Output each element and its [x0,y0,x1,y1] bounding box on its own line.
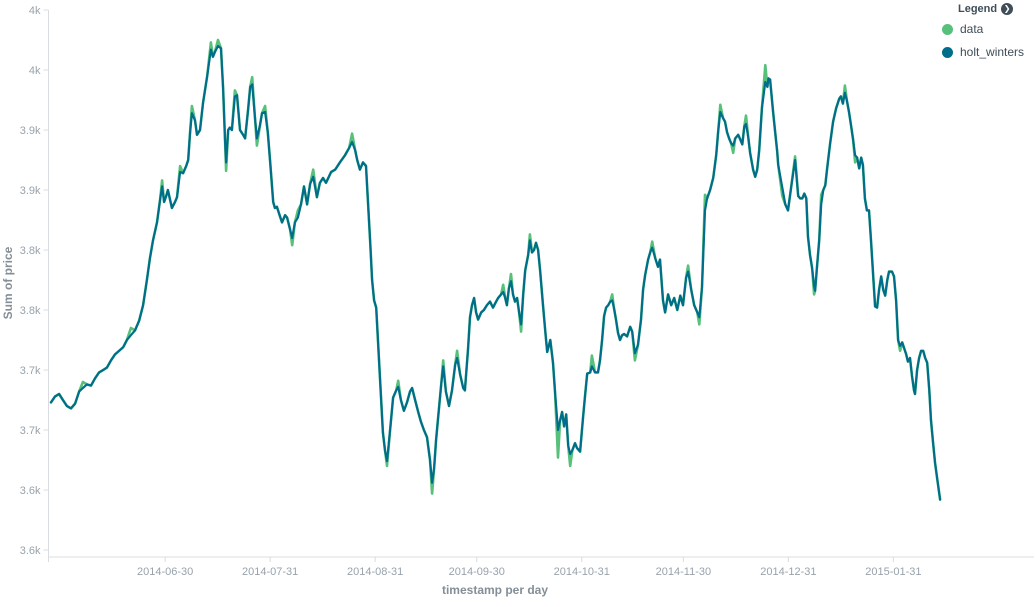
x-axis-title: timestamp per day [441,583,549,597]
series-line-data[interactable] [49,38,942,501]
legend-toggle[interactable]: Legend ❯ [942,3,1032,15]
y-tick-label: 3.6k [20,545,41,557]
y-tick-label: 4k [29,5,41,17]
x-tick-label: 2014-10-31 [554,566,610,578]
x-tick-label: 2014-11-30 [656,566,711,578]
y-tick-label: 3.9k [20,185,41,197]
y-tick-label: 3.9k [20,125,41,137]
x-tick-label: 2015-01-31 [865,566,921,578]
legend-swatch-icon [942,46,953,58]
x-tick-label: 2014-06-30 [137,566,193,578]
x-tick-label: 2014-09-30 [449,566,505,578]
legend-item-data[interactable]: data [942,22,1032,36]
y-tick-label: 3.7k [20,365,41,377]
series-line-holt_winters[interactable] [49,44,942,501]
y-axis-title: Sum of price [1,246,15,320]
legend-swatch-icon [942,23,953,35]
legend-items: data holt_winters [942,22,1032,59]
arrow-circle-right-icon[interactable]: ❯ [1001,3,1014,15]
legend-item-holt_winters[interactable]: holt_winters [942,45,1032,59]
x-tick-label: 2014-08-31 [347,566,403,578]
legend-title: Legend [958,3,998,15]
y-tick-label: 3.7k [20,425,41,437]
legend: Legend ❯ data holt_winters [942,3,1032,68]
x-tick-label: 2014-07-31 [242,566,298,578]
legend-item-label: data [960,22,984,36]
y-tick-label: 3.8k [20,305,41,317]
y-tick-label: 4k [29,65,41,77]
x-tick-label: 2014-12-31 [760,566,816,578]
y-tick-label: 3.8k [20,245,41,257]
legend-item-label: holt_winters [960,45,1025,59]
y-tick-label: 3.6k [20,485,41,497]
